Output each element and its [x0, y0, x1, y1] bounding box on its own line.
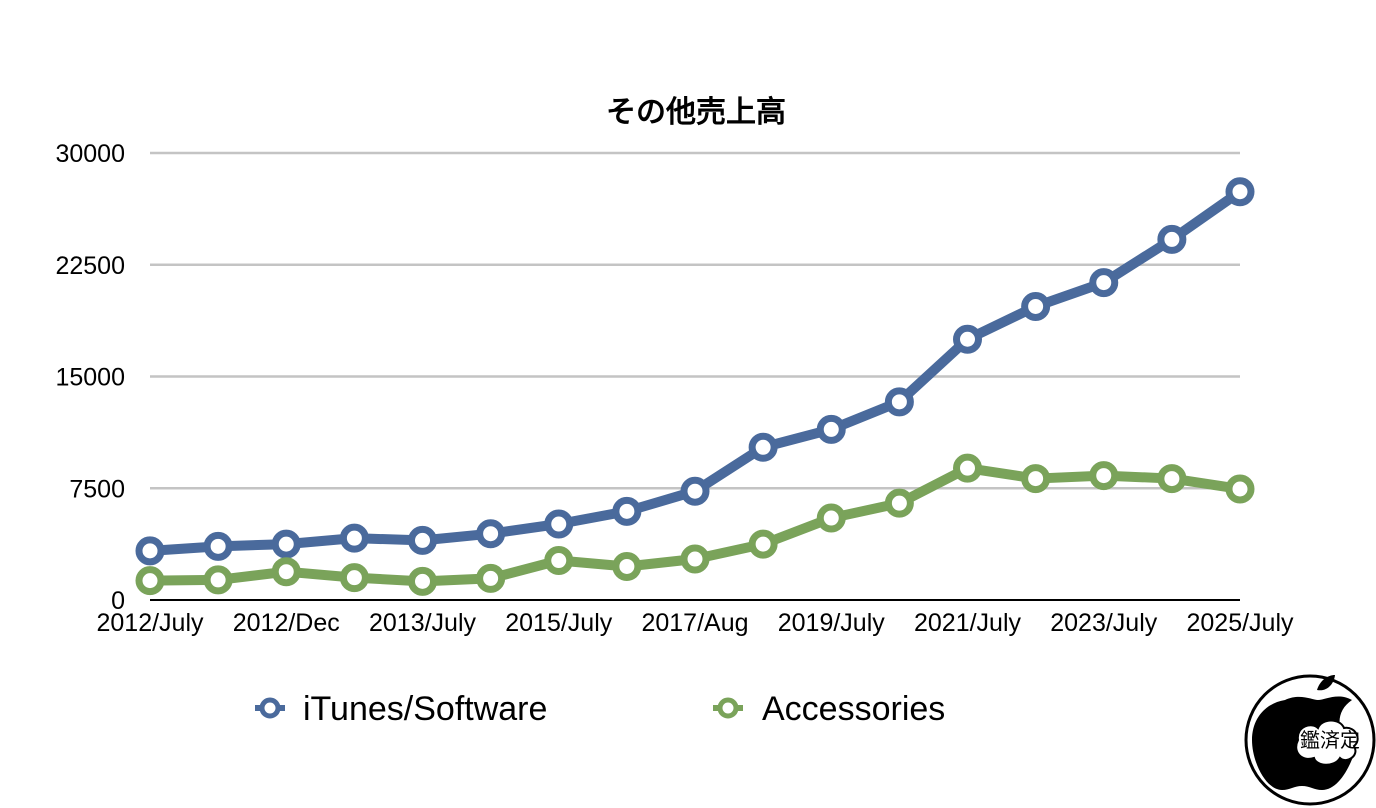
x-tick-label: 2012/Dec — [233, 609, 340, 637]
x-tick-label: 2021/July — [914, 609, 1022, 637]
seal-cloud-badge — [1295, 719, 1359, 766]
data-point-accessories — [680, 544, 710, 574]
legend: iTunes/Software Accessories — [255, 690, 945, 728]
legend-label-accessories: Accessories — [762, 690, 945, 728]
y-tick-label: 22500 — [55, 252, 125, 280]
x-tick-label: 2015/July — [505, 609, 613, 637]
data-point-accessories — [544, 546, 574, 576]
data-point-itunes-software — [271, 529, 301, 559]
x-tick-label: 2025/July — [1186, 609, 1294, 637]
legend-swatch-marker-itunes — [259, 697, 281, 719]
data-point-itunes-software — [1089, 268, 1119, 298]
data-point-accessories — [953, 453, 982, 483]
x-tick-label: 2023/July — [1050, 609, 1158, 637]
data-point-itunes-software — [1021, 291, 1051, 321]
watermark-seal: 鑑済定 — [1244, 674, 1376, 806]
x-tick-label: 2013/July — [369, 609, 477, 637]
y-tick-label: 30000 — [55, 140, 125, 168]
data-point-itunes-software — [680, 476, 710, 506]
data-point-itunes-software — [884, 387, 914, 417]
data-point-accessories — [203, 565, 233, 595]
y-axis-ticks: 0 7500 15000 22500 30000 — [55, 140, 125, 615]
data-point-accessories — [1157, 464, 1187, 494]
data-point-itunes-software — [1225, 177, 1255, 207]
x-tick-label: 2012/July — [96, 609, 204, 637]
x-axis-ticks: 2012/July 2012/Dec 2013/July 2015/July 2017/… — [96, 609, 1294, 637]
data-point-itunes-software — [748, 432, 778, 462]
data-point-accessories — [1225, 474, 1255, 504]
y-tick-label: 0 — [111, 587, 125, 615]
legend-item-accessories: Accessories — [713, 690, 945, 728]
data-point-itunes-software — [203, 531, 233, 561]
data-point-accessories — [271, 557, 301, 587]
data-point-accessories — [135, 566, 165, 596]
y-tick-label: 7500 — [69, 475, 125, 503]
chart-title: その他売上高 — [606, 95, 786, 130]
x-tick-label: 2019/July — [778, 609, 886, 637]
data-point-accessories — [816, 503, 846, 533]
legend-label-itunes: iTunes/Software — [303, 690, 547, 728]
data-point-itunes-software — [135, 536, 165, 566]
legend-swatch-marker-accessories — [717, 697, 739, 719]
gridlines — [150, 151, 1240, 490]
data-point-itunes-software — [1157, 224, 1187, 254]
data-point-accessories — [408, 566, 437, 596]
series-group — [135, 177, 1255, 596]
data-point-accessories — [476, 563, 506, 593]
data-point-accessories — [884, 488, 914, 518]
data-point-itunes-software — [816, 414, 846, 444]
legend-item-itunes: iTunes/Software — [255, 690, 547, 728]
data-point-itunes-software — [612, 496, 642, 526]
data-point-itunes-software — [544, 509, 574, 539]
data-point-itunes-software — [953, 324, 982, 354]
data-point-accessories — [748, 529, 778, 559]
data-point-accessories — [1021, 464, 1051, 494]
data-point-itunes-software — [339, 523, 369, 553]
y-tick-label: 15000 — [55, 364, 125, 392]
seal-text: 鑑済定 — [1300, 728, 1360, 752]
data-point-itunes-software — [408, 525, 437, 555]
x-tick-label: 2017/Aug — [641, 609, 748, 637]
data-point-accessories — [1089, 461, 1119, 491]
data-point-accessories — [339, 563, 369, 593]
data-point-itunes-software — [476, 519, 506, 549]
data-point-accessories — [612, 551, 642, 581]
